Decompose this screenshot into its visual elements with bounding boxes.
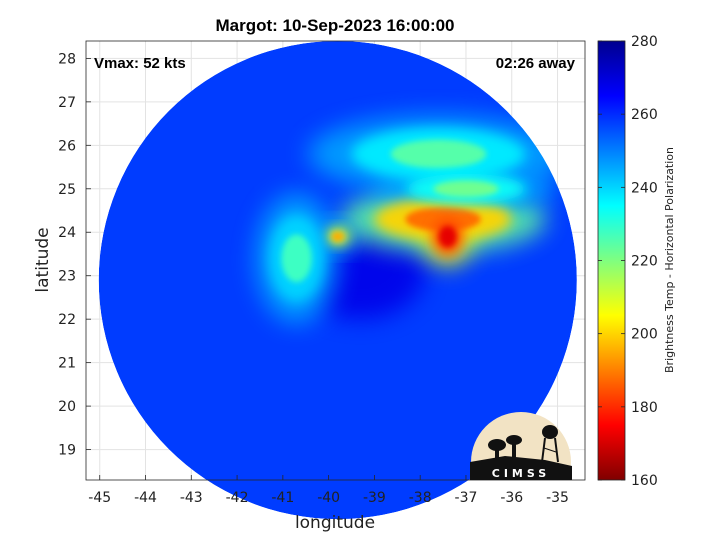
colorbar: 160 180 200 220 240 260 280 Brightness Temp - …	[597, 34, 676, 489]
x-tick-label: -45	[88, 490, 111, 506]
colorbar-tick-label: 160	[631, 473, 658, 489]
brightness-swath	[98, 41, 577, 520]
colorbar-tick-label: 180	[631, 400, 658, 416]
colorbar-tick-label: 280	[631, 34, 658, 50]
y-tick-label: 19	[58, 443, 76, 459]
colorbar-tick-label: 220	[631, 254, 658, 270]
y-tick-label: 28	[58, 51, 76, 67]
x-tick-label: -44	[134, 490, 157, 506]
colorbar-tick-label: 260	[631, 107, 658, 123]
x-axis-label: longitude	[295, 513, 375, 533]
feature-core	[433, 180, 499, 198]
feature-core	[331, 231, 345, 242]
cimss-logo: CIMSS	[470, 412, 572, 480]
y-tick-label: 25	[58, 182, 76, 198]
y-tick-label: 22	[58, 312, 76, 328]
x-tick-label: -37	[455, 490, 478, 506]
y-tick-label: 21	[58, 356, 76, 372]
feature-core	[438, 225, 457, 248]
y-axis-ticks: 19 20 21 22 23 24 25 26 27 28	[58, 51, 91, 459]
y-tick-label: 27	[58, 95, 76, 111]
satellite-dish-icon	[488, 435, 522, 460]
colorbar-gradient	[597, 40, 626, 481]
colorbar-tick-label: 200	[631, 327, 658, 343]
x-tick-label: -40	[317, 490, 340, 506]
feature-core	[390, 139, 487, 169]
chart-title: Margot: 10-Sep-2023 16:00:00	[215, 16, 454, 35]
y-tick-label: 24	[58, 225, 76, 241]
x-tick-label: -35	[546, 490, 569, 506]
feature-core	[281, 234, 312, 283]
y-tick-label: 26	[58, 138, 76, 154]
x-tick-label: -38	[409, 490, 432, 506]
x-tick-label: -39	[363, 490, 386, 506]
x-tick-label: -43	[180, 490, 203, 506]
vmax-annotation: Vmax: 52 kts	[94, 55, 186, 72]
y-tick-label: 20	[58, 399, 76, 415]
x-tick-label: -36	[500, 490, 523, 506]
logo-text: CIMSS	[492, 467, 550, 480]
x-axis-ticks: -45 -44 -43 -42 -41 -40 -39 -38 -37 -36 -35	[88, 475, 569, 506]
time-away-annotation: 02:26 away	[496, 55, 576, 72]
colorbar-ticks: 160 180 200 220 240 260 280	[598, 34, 658, 489]
y-axis-label: latitude	[33, 227, 53, 292]
colorbar-label: Brightness Temp - Horizontal Polarizatio…	[663, 147, 676, 373]
plot-frame	[85, 40, 586, 481]
y-tick-label: 23	[58, 269, 76, 285]
x-tick-label: -42	[226, 490, 249, 506]
colorbar-tick-label: 240	[631, 180, 658, 196]
water-tower-icon	[541, 425, 559, 463]
x-tick-label: -41	[271, 490, 294, 506]
